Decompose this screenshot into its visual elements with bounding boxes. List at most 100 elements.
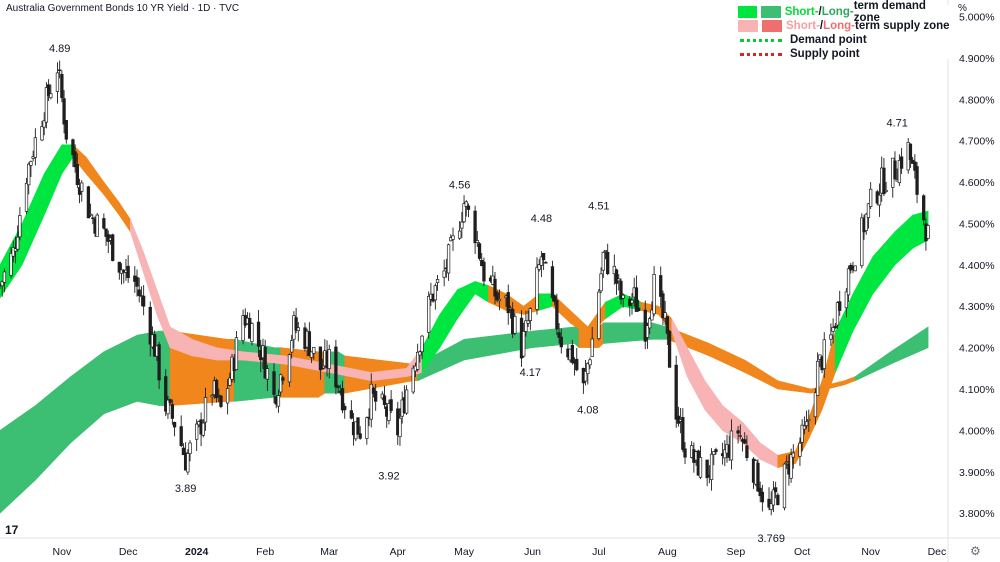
x-tick-label: 2024 [185,546,209,558]
candle-body [736,430,740,434]
legend-supply-zone: Short- / Long- term supply zone [738,19,950,33]
y-tick-label: 5.000% [959,12,995,24]
short-term-band-segment [640,301,659,315]
legend-supply-zone-label: term supply zone [855,20,950,32]
candle-body [460,221,464,229]
x-tick-label: Apr [390,546,407,558]
annotation-label: 3.769 [757,533,785,545]
candle-body [0,281,4,287]
candle-body [550,266,555,299]
candle-body [822,339,826,369]
supply-point-swatch [740,52,782,56]
long-demand-swatch [761,6,781,18]
candle-body [446,244,451,274]
short-term-band-segment [872,230,896,295]
candle-body [91,217,95,219]
annotation-label: 4.51 [588,200,609,212]
candle-body [294,317,298,331]
x-tick-label: Aug [658,546,677,558]
candle-body [188,442,192,454]
y-tick-label: 4.200% [959,343,995,355]
candle-body [853,265,857,272]
annotation-label: 4.17 [520,367,541,379]
annotation-label: 4.08 [577,404,598,416]
y-tick-label: 4.800% [959,94,995,106]
short-term-band-segment [474,281,489,303]
y-tick-label: 4.400% [959,260,995,272]
candle-body [588,359,592,366]
candle-body [555,300,559,330]
candle-body [601,252,605,271]
candle-body [157,344,161,381]
candle-body [168,399,172,403]
long-term-band-segment [854,351,891,382]
y-tick-label: 4.300% [959,301,995,313]
candle-body [40,126,44,141]
long-term-band-segment [0,404,36,514]
candle-body [356,417,360,435]
candle-body [884,189,888,192]
candle-body [659,275,663,297]
candle-body [60,73,64,99]
short-term-band-segment [759,442,779,469]
candle-body [416,351,420,370]
x-tick-label: May [454,546,475,558]
tradingview-logo[interactable]: 17 [5,523,19,537]
candle-body [513,316,517,334]
candle-body [526,320,530,324]
candle-body [557,332,561,338]
annotations: 4.89 3.89 3.92 4.56 4.17 4.48 4.08 4.51 3.769 4.7… [49,43,908,545]
candle-body [864,213,868,231]
candle-body [374,390,378,402]
legend-short-label: Short- [786,20,820,32]
short-term-band-segment [704,379,723,432]
candle-body [153,334,157,357]
candles [0,60,930,516]
candle-body [835,302,840,326]
candle-body [544,262,548,264]
candle-body [575,358,579,371]
candle-body [250,323,254,342]
candle-body [62,98,66,125]
candle-body [442,270,446,278]
candle-body [926,225,930,239]
candle-body [217,394,221,397]
candle-body [712,451,716,455]
candle-body [893,160,897,180]
short-term-band [0,143,929,469]
candle-body [614,269,619,284]
candle-body [652,274,656,315]
candle-body [535,267,539,310]
settings-icon[interactable]: ⚙ [970,544,981,558]
candle-body [49,93,53,99]
candle-body [473,210,477,244]
legend-demand-point: Demand point [738,33,867,47]
candle-body [866,203,871,218]
candle-body [813,392,818,418]
candle-body [663,312,667,319]
candle-body [296,327,300,331]
y-tick-label: 4.700% [959,136,995,148]
candle-body [897,160,902,184]
candle-body [181,447,186,456]
candle-body [334,346,338,388]
candle-body [411,367,415,393]
y-tick-label: 3.800% [959,508,995,520]
candle-body [420,335,424,353]
candle-body [88,213,93,216]
candle-body [256,321,261,347]
long-term-band-segment [709,343,745,373]
candle-body [33,137,38,158]
candle-body [586,363,590,375]
candle-body [743,439,747,444]
candle-body [141,295,146,307]
candle-body [829,334,833,340]
candle-body [201,422,205,436]
candle-body [13,248,18,252]
candle-body [756,462,760,492]
candle-body [597,291,601,339]
candle-body [435,279,440,283]
candle-body [475,240,479,243]
long-term-band-segment [35,375,72,481]
